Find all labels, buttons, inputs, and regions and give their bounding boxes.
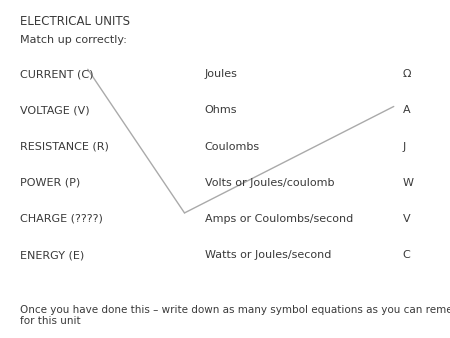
Text: Volts or Joules/coulomb: Volts or Joules/coulomb (205, 178, 334, 188)
Text: Joules: Joules (205, 69, 238, 79)
Text: ENERGY (E): ENERGY (E) (20, 250, 85, 260)
Text: Once you have done this – write down as many symbol equations as you can remembe: Once you have done this – write down as … (20, 305, 450, 326)
Text: Ω: Ω (403, 69, 411, 79)
Text: CURRENT (C): CURRENT (C) (20, 69, 94, 79)
Text: RESISTANCE (R): RESISTANCE (R) (20, 142, 109, 152)
Text: Ohms: Ohms (205, 105, 237, 116)
Text: A: A (403, 105, 410, 116)
Text: Watts or Joules/second: Watts or Joules/second (205, 250, 331, 260)
Text: V: V (403, 214, 410, 224)
Text: POWER (P): POWER (P) (20, 178, 81, 188)
Text: ELECTRICAL UNITS: ELECTRICAL UNITS (20, 15, 130, 28)
Text: Coulombs: Coulombs (205, 142, 260, 152)
Text: CHARGE (????): CHARGE (????) (20, 214, 103, 224)
Text: Amps or Coulombs/second: Amps or Coulombs/second (205, 214, 353, 224)
Text: C: C (403, 250, 410, 260)
Text: VOLTAGE (V): VOLTAGE (V) (20, 105, 90, 116)
Text: W: W (403, 178, 414, 188)
Text: Match up correctly:: Match up correctly: (20, 35, 127, 46)
Text: J: J (403, 142, 406, 152)
